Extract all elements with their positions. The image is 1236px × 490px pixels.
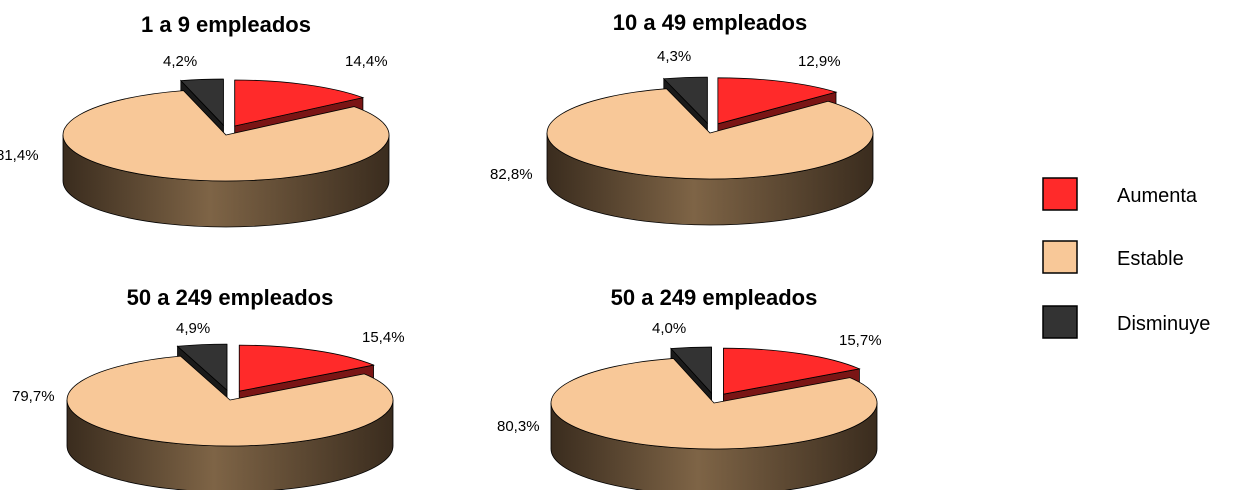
legend-label-disminuye: Disminuye bbox=[1117, 313, 1210, 335]
slice-top-disminuye bbox=[662, 76, 708, 125]
slice-top-estable bbox=[550, 358, 878, 450]
legend-swatch-disminuye bbox=[1042, 305, 1078, 339]
data-label-disminuye: 4,2% bbox=[163, 53, 197, 70]
data-label-disminuye: 4,0% bbox=[652, 320, 686, 337]
data-label-aumenta: 14,4% bbox=[345, 53, 388, 70]
slice-top-aumenta bbox=[723, 347, 861, 395]
data-label-aumenta: 15,7% bbox=[839, 332, 882, 349]
chart-title: 1 a 9 empleados bbox=[141, 12, 311, 37]
chart-title: 50 a 249 empleados bbox=[127, 285, 334, 310]
legend-item-aumenta: Aumenta bbox=[1042, 177, 1198, 211]
slice-estable bbox=[62, 90, 390, 228]
legend-swatch-estable bbox=[1042, 240, 1078, 274]
chart-title: 50 a 249 empleados bbox=[611, 285, 818, 310]
pie-chart-2: 10 a 49 empleados 12,9% 82,8% 4,3% bbox=[490, 10, 874, 226]
legend-item-estable: Estable bbox=[1042, 240, 1184, 274]
charts-layer: 1 a 9 empleados 14,4% 81,4% 4,2% 10 a 49 emp… bbox=[0, 10, 882, 490]
data-label-disminuye: 4,9% bbox=[176, 320, 210, 337]
slice-top-disminuye bbox=[176, 343, 228, 392]
slice-estable bbox=[546, 88, 874, 226]
slice-estable bbox=[550, 358, 878, 490]
data-label-estable: 80,3% bbox=[497, 418, 540, 435]
data-label-aumenta: 15,4% bbox=[362, 329, 405, 346]
data-label-estable: 81,4% bbox=[0, 147, 39, 164]
slice-top-disminuye bbox=[179, 78, 224, 127]
data-label-estable: 79,7% bbox=[12, 388, 55, 405]
slice-top-estable bbox=[66, 355, 394, 447]
pie-chart-4: 50 a 249 empleados 15,7% 80,3% 4,0% bbox=[497, 285, 882, 490]
legend-label-estable: Estable bbox=[1117, 248, 1184, 270]
legend-swatch-aumenta bbox=[1042, 177, 1078, 211]
slice-estable bbox=[66, 355, 394, 490]
slice-top-estable bbox=[546, 88, 874, 180]
legend-item-disminuye: Disminuye bbox=[1042, 305, 1210, 339]
chart-title: 10 a 49 empleados bbox=[613, 10, 807, 35]
data-label-estable: 82,8% bbox=[490, 166, 533, 183]
slice-top-aumenta bbox=[717, 77, 838, 125]
legend: Aumenta Estable Disminuye bbox=[1042, 177, 1210, 339]
slice-top-estable bbox=[62, 90, 390, 182]
data-label-aumenta: 12,9% bbox=[798, 53, 841, 70]
slice-top-aumenta bbox=[234, 79, 365, 127]
slice-top-disminuye bbox=[670, 346, 712, 395]
slice-top-aumenta bbox=[238, 344, 375, 392]
pie-chart-3: 50 a 249 empleados 15,4% 79,7% 4,9% bbox=[12, 285, 405, 490]
legend-label-aumenta: Aumenta bbox=[1117, 185, 1198, 207]
pie-chart-1: 1 a 9 empleados 14,4% 81,4% 4,2% bbox=[0, 12, 390, 228]
data-label-disminuye: 4,3% bbox=[657, 48, 691, 65]
